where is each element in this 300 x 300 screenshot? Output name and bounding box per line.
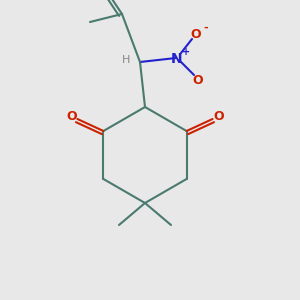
- Text: N: N: [171, 52, 183, 66]
- Text: O: O: [191, 28, 201, 40]
- Text: O: O: [213, 110, 224, 122]
- Text: +: +: [182, 47, 190, 57]
- Text: O: O: [66, 110, 77, 122]
- Text: O: O: [193, 74, 203, 86]
- Text: -: -: [204, 23, 208, 33]
- Text: H: H: [122, 55, 130, 65]
